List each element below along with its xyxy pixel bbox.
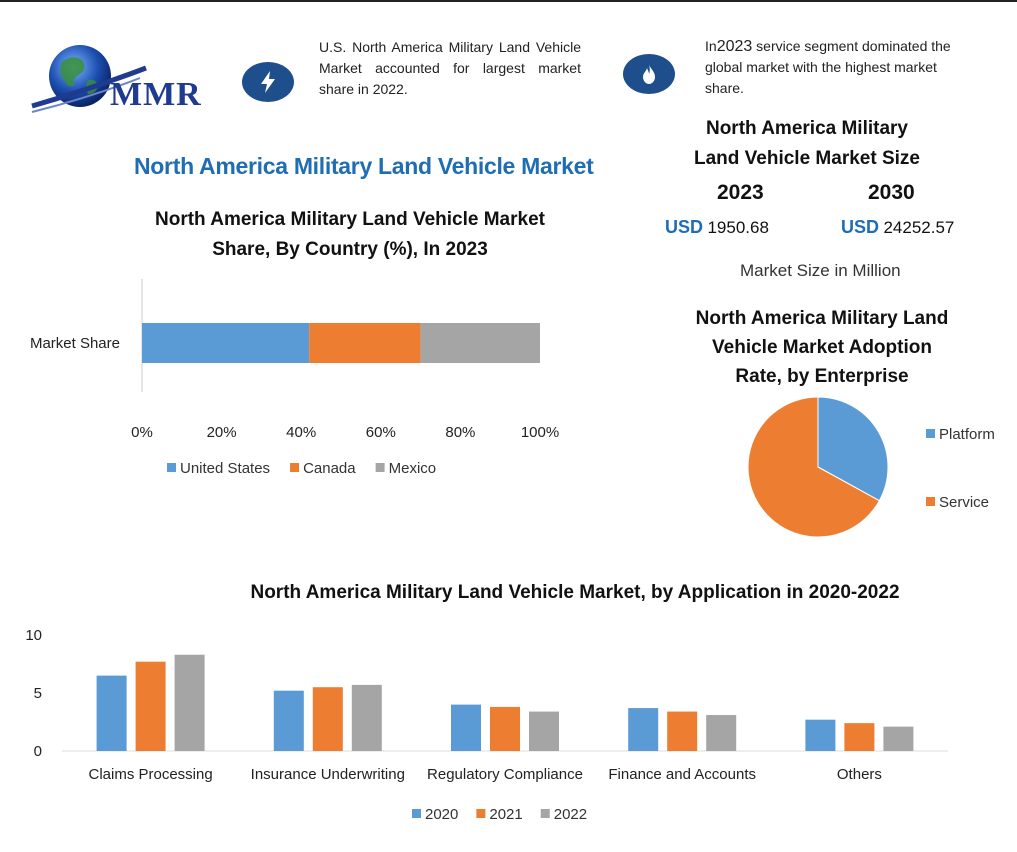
- lightning-icon: [242, 62, 294, 102]
- bar-2021: [135, 661, 166, 751]
- legend-swatch: [412, 809, 421, 818]
- legend-swatch: [926, 497, 935, 506]
- bar-2021: [312, 687, 343, 751]
- page-title: North America Military Land Vehicle Mark…: [134, 153, 594, 179]
- legend-label: Canada: [303, 460, 356, 477]
- legend-swatch: [540, 809, 550, 818]
- legend-swatch: [290, 463, 300, 472]
- highlight-us-share: U.S. North America Military Land Vehicle…: [319, 39, 581, 97]
- mmr-logo: MMR: [28, 40, 228, 120]
- market-size-title-line2: Land Vehicle Market Size: [694, 148, 920, 169]
- application-bar-chart: 0 5 10 Claims Processing Insurance Underwrit…: [25, 627, 948, 823]
- pie-slice-service: [747, 396, 881, 538]
- legend-swatch: [167, 463, 176, 472]
- legend-label: Mexico: [389, 460, 437, 477]
- currency-label: USD: [665, 217, 704, 237]
- pie-title-line2: Vehicle Market Adoption: [712, 337, 932, 358]
- bar-2022: [706, 715, 737, 751]
- value-2030-amount: 24252.57: [883, 218, 955, 237]
- category-label: Others: [837, 766, 882, 783]
- x-tick-label: 60%: [366, 424, 396, 441]
- bar-segment-canada: [309, 323, 421, 363]
- x-tick-label: 0%: [131, 424, 153, 441]
- highlight-year: 2023: [716, 38, 753, 55]
- legend-swatch: [375, 463, 385, 472]
- value-2023-amount: 1950.68: [707, 218, 769, 237]
- legend-label: Platform: [939, 426, 995, 443]
- bar-2021: [490, 706, 520, 751]
- legend-label: 2021: [489, 806, 522, 823]
- globe-icon: [31, 45, 147, 113]
- bar-2022: [529, 711, 559, 751]
- country-share-chart: Market Share 0% 20% 40% 60% 80% 100% United Sta…: [30, 279, 559, 477]
- bar-2020: [628, 708, 659, 751]
- legend-label: United States: [180, 460, 270, 477]
- bar-2020: [96, 675, 127, 751]
- legend-label: 2020: [425, 806, 458, 823]
- adoption-pie-chart: Platform Service: [747, 396, 995, 538]
- bar-2020: [805, 719, 836, 751]
- legend-swatch: [476, 809, 486, 818]
- flame-icon: [623, 54, 675, 94]
- market-size-unit: Market Size in Million: [740, 261, 901, 280]
- pie-title-line3: Rate, by Enterprise: [735, 366, 909, 387]
- bar-2021: [667, 711, 698, 751]
- bar-2022: [351, 684, 382, 751]
- legend-label: Service: [939, 494, 989, 511]
- category-label: Market Share: [30, 335, 120, 352]
- year-2030: 2030: [868, 181, 915, 204]
- country-chart-title-line1: North America Military Land Vehicle Mark…: [155, 209, 545, 230]
- market-size-title-line1: North America Military: [705, 118, 908, 139]
- x-tick-label: 100%: [521, 424, 559, 441]
- category-label: Insurance Underwriting: [251, 766, 405, 783]
- bar-2022: [174, 654, 205, 751]
- value-2030: USD 24252.57: [841, 217, 954, 238]
- pie-title-line1: North America Military Land: [695, 308, 949, 329]
- x-tick-label: 40%: [286, 424, 316, 441]
- y-tick-label: 5: [34, 685, 42, 702]
- legend-swatch: [926, 429, 935, 438]
- bar-segment-mexico: [420, 323, 540, 363]
- category-label: Finance and Accounts: [608, 766, 756, 783]
- category-label: Claims Processing: [88, 766, 212, 783]
- x-tick-label: 80%: [445, 424, 475, 441]
- currency-label: USD: [841, 217, 880, 237]
- application-chart-title: North America Military Land Vehicle Mark…: [250, 582, 900, 603]
- bar-segment-united-states: [142, 323, 310, 363]
- year-2023: 2023: [717, 181, 764, 204]
- bar-2020: [451, 704, 481, 751]
- bar-2020: [273, 690, 304, 751]
- highlight-suffix: service segment dominated the global mar…: [705, 38, 951, 96]
- x-tick-label: 20%: [207, 424, 237, 441]
- y-tick-label: 10: [25, 627, 42, 644]
- legend-label: 2022: [554, 806, 587, 823]
- highlight-prefix: In: [705, 38, 717, 54]
- highlight-service-segment: In2023 service segment dominated the glo…: [705, 36, 973, 99]
- pie-slice-platform: [817, 396, 889, 502]
- y-tick-label: 0: [34, 743, 42, 760]
- value-2023: USD 1950.68: [665, 217, 769, 238]
- category-label: Regulatory Compliance: [427, 766, 583, 783]
- bar-2022: [883, 726, 914, 751]
- bar-2021: [844, 723, 875, 751]
- country-chart-title-line2: Share, By Country (%), In 2023: [212, 239, 488, 260]
- logo-text: MMR: [110, 76, 202, 113]
